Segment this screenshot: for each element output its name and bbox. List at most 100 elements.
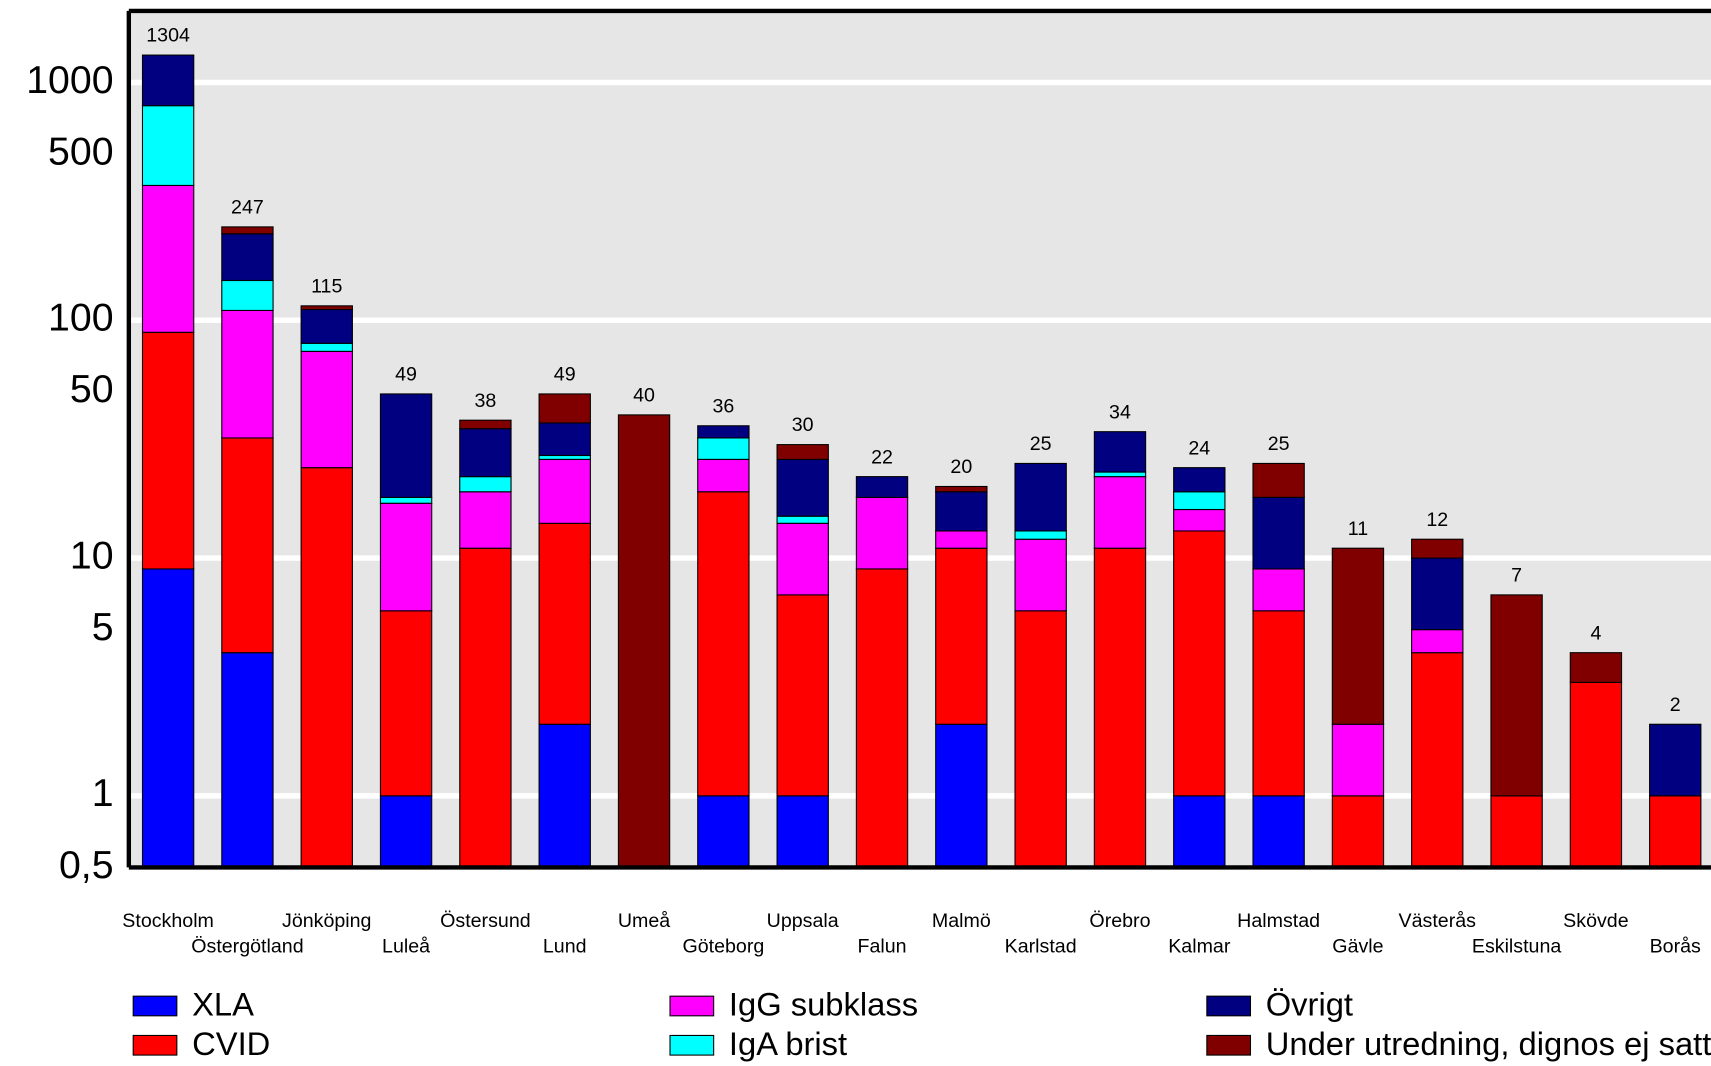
x-tick-label: Gävle [1332, 935, 1383, 957]
bar-segment [935, 530, 988, 549]
bar-segment [1331, 795, 1385, 868]
bar-segment [1173, 491, 1226, 511]
bar-segment [1411, 538, 1464, 559]
bar-segment [1014, 530, 1067, 540]
y-tick-label: 50 [70, 367, 114, 411]
x-tick-label: Eskilstuna [1472, 935, 1562, 957]
bar-segment [855, 476, 909, 498]
bar-segment [379, 393, 433, 498]
bar-segment [697, 425, 750, 439]
total-label: 30 [792, 414, 814, 436]
bar-segment [141, 568, 195, 868]
bar-segment [1252, 795, 1305, 868]
bar-segment [776, 458, 829, 517]
total-label: 49 [554, 364, 576, 386]
bar-segment [379, 795, 433, 868]
bar-segment [855, 568, 909, 868]
bar-segment [935, 547, 988, 725]
bar-segment [1173, 508, 1226, 532]
total-label: 25 [1030, 433, 1052, 455]
bar-segment [379, 496, 433, 504]
x-tick-label: Malmö [932, 910, 991, 932]
bar-segment [935, 491, 988, 532]
legend-label: XLA [192, 986, 254, 1023]
legend-label: Under utredning, dignos ej satt [1266, 1025, 1711, 1062]
y-tick-label: 5 [92, 605, 114, 649]
total-label: 36 [712, 395, 734, 417]
legend-swatch [1206, 1034, 1252, 1056]
total-label: 49 [395, 364, 417, 386]
bar-segment [1093, 476, 1147, 549]
bar-segment [300, 342, 353, 352]
bar-segment [300, 308, 353, 344]
bar-segment [1014, 610, 1067, 868]
total-label: 2 [1670, 694, 1681, 716]
x-tick-label: Lund [543, 935, 587, 957]
bar-segment [1569, 652, 1623, 683]
total-label: 40 [633, 385, 655, 407]
bar-segment [1014, 462, 1067, 532]
legend-label: IgA brist [729, 1025, 847, 1062]
bar-segment [538, 458, 591, 524]
plot-background [128, 10, 1711, 868]
bar-segment [776, 522, 829, 596]
bar-segment [935, 723, 988, 868]
x-tick-label: Uppsala [767, 910, 839, 932]
bar-segment [935, 485, 988, 493]
total-label: 12 [1426, 509, 1448, 531]
bar-segment [1252, 496, 1305, 570]
legend-swatch [669, 995, 715, 1017]
bar-segment [697, 437, 750, 460]
bar-segment [697, 491, 750, 797]
total-label: 7 [1511, 565, 1522, 587]
x-tick-label: Skövde [1563, 910, 1629, 932]
y-tick-label: 500 [48, 129, 114, 173]
x-tick-label: Umeå [618, 910, 670, 932]
total-label: 22 [871, 446, 893, 468]
bar-segment [1252, 462, 1305, 498]
bar-segment [538, 522, 591, 725]
bar-segment [1173, 795, 1226, 868]
x-tick-label: Halmstad [1237, 910, 1320, 932]
bar-segment [855, 496, 909, 570]
bar-segment [459, 476, 512, 493]
bar-segment [1411, 557, 1464, 631]
total-label: 4 [1590, 622, 1601, 644]
bar-segment [1014, 538, 1067, 612]
y-tick-label: 10 [70, 533, 114, 577]
total-label: 24 [1188, 437, 1210, 459]
legend-swatch [132, 995, 178, 1017]
bar-segment [538, 454, 591, 460]
y-tick-label: 1 [92, 771, 114, 815]
total-label: 34 [1109, 401, 1131, 423]
bar-segment [1173, 530, 1226, 797]
x-tick-label: Borås [1650, 935, 1701, 957]
total-label: 1304 [146, 25, 190, 47]
bar-segment [221, 437, 274, 654]
y-tick-label: 1000 [26, 58, 113, 102]
bar-segment [538, 723, 591, 868]
bar-segment [221, 233, 274, 282]
bar-segment [1173, 467, 1226, 493]
bar-segment [300, 350, 353, 469]
x-tick-label: Östergötland [191, 935, 303, 957]
x-tick-label: Falun [857, 935, 906, 957]
total-label: 11 [1348, 518, 1368, 540]
bar-segment [617, 414, 671, 868]
bar-segment [1411, 652, 1464, 868]
bar-segment [538, 422, 591, 457]
bar-segment [221, 279, 274, 311]
bar-segment [379, 502, 433, 612]
legend-swatch [132, 1034, 178, 1056]
bar-segment [1093, 547, 1147, 868]
bar-segment [1093, 431, 1147, 473]
bar-segment [1252, 610, 1305, 797]
bar-segment [1649, 723, 1702, 797]
bar-segment [538, 393, 591, 424]
x-tick-label: Göteborg [682, 935, 764, 957]
x-tick-label: Örebro [1089, 910, 1150, 932]
bar-segment [379, 610, 433, 797]
bar-segment [221, 226, 274, 235]
x-tick-label: Östersund [440, 910, 531, 932]
legend-label: CVID [192, 1025, 270, 1062]
